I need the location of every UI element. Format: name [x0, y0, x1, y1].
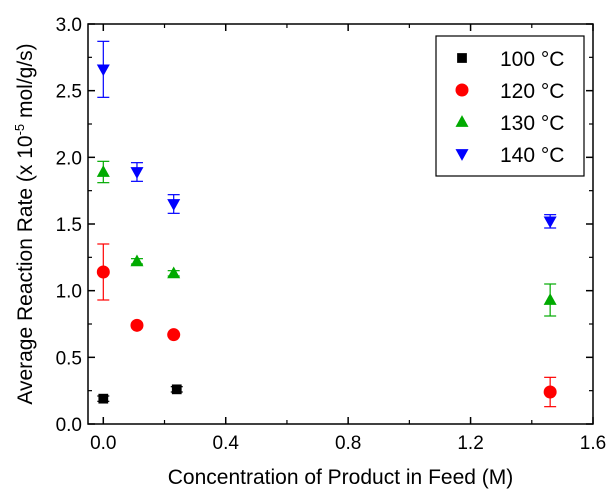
data-point	[167, 199, 181, 211]
legend-label: 120 °C	[500, 80, 564, 103]
x-tick-label: 1.6	[580, 433, 606, 454]
series-2	[96, 160, 557, 317]
x-tick-label: 1.2	[457, 433, 483, 454]
series-3	[96, 40, 557, 229]
y-axis-title: Average Reaction Rate (x 10-5 mol/g/s)	[12, 43, 37, 404]
legend-label: 130 °C	[500, 112, 564, 135]
x-tick-label: 0.8	[335, 433, 361, 454]
y-tick-label: 0.5	[56, 348, 82, 369]
legend-label: 140 °C	[500, 144, 564, 167]
data-point	[543, 385, 557, 399]
data-point	[167, 328, 181, 342]
legend-marker	[457, 53, 467, 63]
data-point	[96, 265, 110, 279]
data-point	[96, 64, 110, 77]
legend-marker	[455, 115, 469, 127]
legend: 100 °C 120 °C 130 °C 140 °C	[435, 35, 585, 177]
x-axis-title: Concentration of Product in Feed (M)	[168, 466, 514, 489]
legend-marker	[455, 83, 469, 97]
y-axis-title-suffix: mol/g/s)	[14, 43, 37, 124]
data-point	[543, 216, 557, 229]
y-tick-label: 2.0	[56, 148, 82, 169]
data-point	[167, 266, 181, 279]
data-point	[543, 293, 557, 305]
y-tick-label: 3.0	[56, 15, 82, 36]
y-axis-title-prefix: Average Reaction Rate (x 10	[14, 135, 37, 404]
y-tick-label: 2.5	[56, 82, 82, 103]
data-point	[98, 393, 109, 404]
x-tick-label: 0.4	[213, 433, 240, 454]
data-point	[130, 318, 144, 332]
y-axis-title-exponent: -5	[12, 124, 27, 136]
series-1	[96, 243, 557, 408]
x-tick-label: 0.0	[90, 433, 116, 454]
data-point	[130, 167, 144, 179]
legend-marker	[455, 149, 469, 161]
data-point	[130, 254, 144, 267]
y-tick-label: 1.0	[56, 282, 82, 303]
y-tick-label: 1.5	[56, 215, 82, 236]
data-point	[171, 384, 182, 395]
series-0	[97, 384, 183, 404]
legend-label: 100 °C	[500, 48, 564, 71]
y-tick-label: 0.0	[56, 415, 82, 436]
data-point	[96, 165, 110, 177]
